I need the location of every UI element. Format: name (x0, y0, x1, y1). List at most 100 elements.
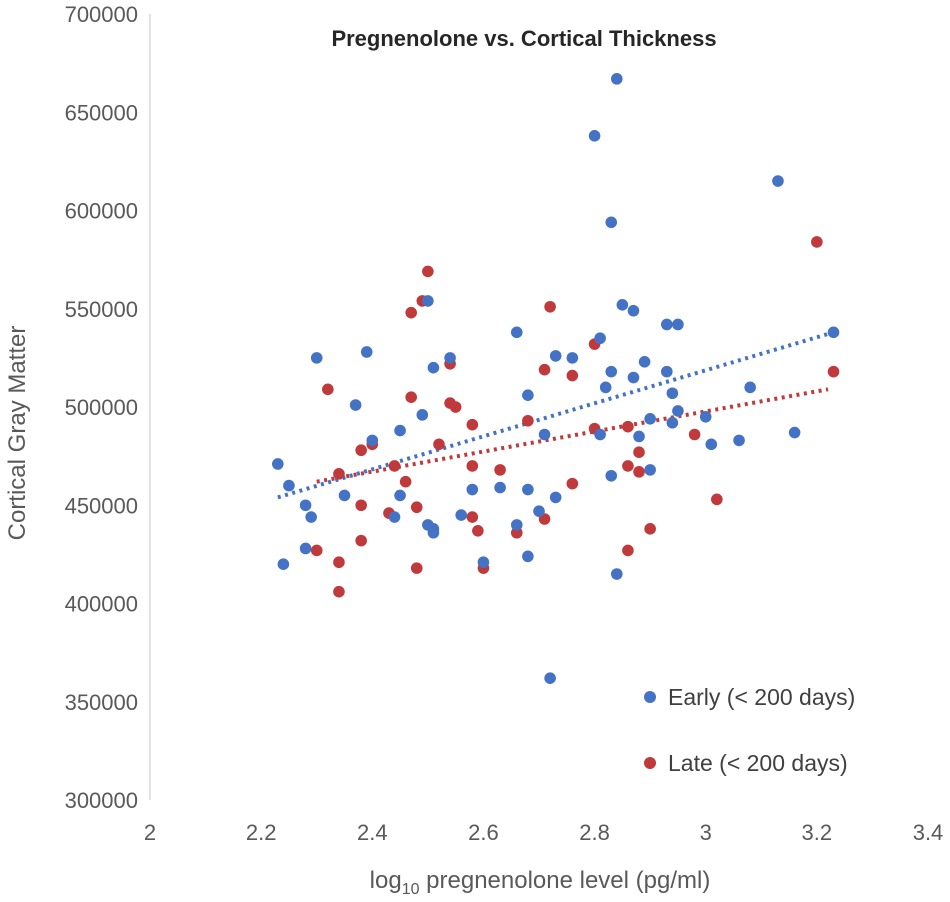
point-late (633, 466, 645, 478)
point-late (355, 444, 367, 457)
point-late (410, 562, 423, 574)
x-tick-label: 2.2 (246, 820, 277, 845)
point-early (788, 426, 801, 439)
chart-title: Pregnenolone vs. Cortical Thickness (331, 26, 716, 51)
point-early (599, 381, 612, 394)
point-early (510, 519, 523, 531)
x-axis-label: log10 pregnenolone level (pg/ml) (370, 867, 711, 898)
legend-marker-early (644, 691, 656, 703)
point-late (355, 499, 367, 512)
x-tick-label: 2.8 (579, 820, 610, 845)
point-late (622, 544, 634, 557)
point-early (744, 381, 756, 394)
point-early (299, 499, 312, 512)
x-tick-label: 2 (144, 820, 156, 845)
point-early (566, 352, 579, 364)
point-late (466, 460, 479, 472)
x-tick-label: 3.2 (802, 820, 833, 845)
point-early (544, 672, 556, 684)
point-early (388, 511, 401, 523)
point-early (616, 299, 629, 311)
point-late (538, 363, 551, 376)
point-early (444, 352, 456, 364)
x-axis-ticks: 2 2.2 2.4 2.6 2.8 3 3.2 3.4 (144, 820, 943, 845)
point-early (538, 428, 551, 441)
point-late (466, 511, 479, 523)
point-early (661, 365, 673, 378)
point-late (422, 265, 434, 278)
point-early (699, 411, 712, 423)
point-early (366, 434, 379, 447)
point-early (305, 511, 317, 523)
point-late (466, 418, 479, 431)
point-early (394, 424, 406, 437)
point-early (666, 416, 679, 429)
x-axis-label-subscript: 10 (402, 881, 420, 898)
point-early (627, 304, 640, 317)
point-late (522, 414, 534, 427)
point-late (472, 524, 484, 537)
point-early (588, 130, 601, 142)
point-early (633, 430, 645, 443)
point-late (355, 534, 367, 547)
point-early (272, 458, 284, 470)
point-early (416, 409, 429, 421)
point-late (333, 585, 345, 598)
legend-item-early: Early (< 200 days) (644, 684, 855, 710)
point-early (310, 352, 323, 364)
point-early (477, 556, 490, 569)
point-early (360, 346, 373, 358)
y-tick-label: 300000 (65, 788, 138, 813)
point-early (466, 483, 479, 496)
point-late (405, 306, 417, 319)
point-late (433, 438, 445, 451)
point-early (299, 542, 312, 555)
point-late (449, 401, 462, 413)
point-late (333, 556, 345, 569)
point-late (410, 501, 423, 514)
point-early (510, 326, 523, 339)
point-early (666, 387, 679, 400)
point-early (494, 481, 506, 494)
x-tick-label: 2.4 (357, 820, 388, 845)
point-early (733, 434, 745, 447)
point-early (605, 469, 618, 482)
point-early (394, 489, 406, 502)
point-early (549, 491, 562, 504)
legend-label-late: Late (< 200 days) (668, 750, 848, 776)
point-late (405, 391, 417, 403)
point-late (566, 369, 579, 382)
point-late (322, 383, 334, 396)
y-tick-label: 500000 (65, 395, 138, 420)
point-early (283, 479, 295, 492)
point-early (672, 318, 684, 331)
point-early (638, 356, 651, 368)
x-tick-label: 3 (700, 820, 712, 845)
point-late (544, 300, 556, 313)
y-tick-label: 700000 (65, 2, 138, 27)
data-points (272, 73, 840, 684)
point-early (611, 568, 623, 580)
y-tick-label: 450000 (65, 493, 138, 518)
point-early (605, 216, 618, 229)
legend-label-early: Early (< 200 days) (668, 684, 855, 710)
point-early (533, 505, 545, 517)
point-early (277, 558, 290, 570)
point-early (827, 326, 840, 339)
x-tick-label: 3.4 (913, 820, 944, 845)
point-early (422, 295, 434, 307)
point-late (310, 544, 323, 557)
point-late (494, 464, 506, 476)
y-tick-label: 600000 (65, 199, 138, 224)
y-axis-ticks: 300000 350000 400000 450000 500000 550000 6000… (65, 2, 138, 813)
point-early (705, 438, 718, 451)
point-early (522, 389, 534, 402)
point-late (399, 475, 412, 488)
point-late (633, 446, 645, 458)
legend-item-late: Late (< 200 days) (644, 750, 848, 776)
point-early (644, 412, 656, 425)
point-early (661, 318, 673, 331)
y-tick-label: 350000 (65, 690, 138, 715)
